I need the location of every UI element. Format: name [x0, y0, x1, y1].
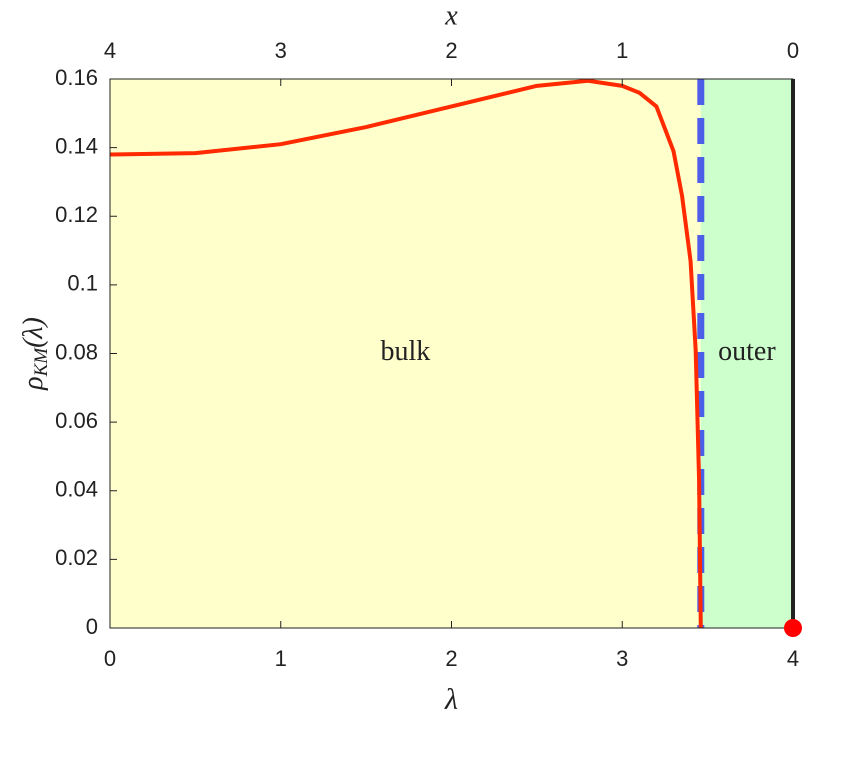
x2-axis-label: x	[444, 0, 458, 31]
x-tick-label: 2	[445, 646, 457, 671]
y-tick-label: 0	[86, 614, 98, 639]
region-label: outer	[718, 336, 776, 367]
x2-tick-label: 3	[275, 38, 287, 63]
x2-tick-label: 2	[445, 38, 457, 63]
y-label-arg: (λ)	[18, 317, 49, 348]
region	[110, 79, 701, 628]
x-tick-label: 4	[787, 646, 799, 671]
region-label: bulk	[381, 336, 431, 367]
y-tick-label: 0.1	[67, 271, 98, 296]
data-line	[109, 78, 703, 629]
x2-tick-label: 4	[104, 38, 116, 63]
x-axis-label: λ	[444, 683, 458, 716]
y-tick-label: 0.08	[55, 339, 98, 364]
y-tick-label: 0.16	[55, 65, 98, 90]
data-point	[784, 619, 802, 637]
x-tick-label: 3	[616, 646, 628, 671]
y-tick-label: 0.14	[55, 133, 98, 158]
x-tick-label: 1	[275, 646, 287, 671]
y-tick-label: 0.04	[55, 477, 98, 502]
y-label-base: ρ	[18, 376, 49, 390]
y-axis-label: ρKM(λ)	[18, 317, 52, 391]
y-tick-label: 0.12	[55, 202, 98, 227]
x-tick-label: 0	[104, 646, 116, 671]
y-tick-label: 0.02	[55, 545, 98, 570]
y-tick-label: 0.06	[55, 408, 98, 433]
y-label-sub: KM	[31, 347, 52, 378]
region	[700, 79, 793, 628]
x2-tick-label: 1	[616, 38, 628, 63]
x2-tick-label: 0	[787, 38, 799, 63]
